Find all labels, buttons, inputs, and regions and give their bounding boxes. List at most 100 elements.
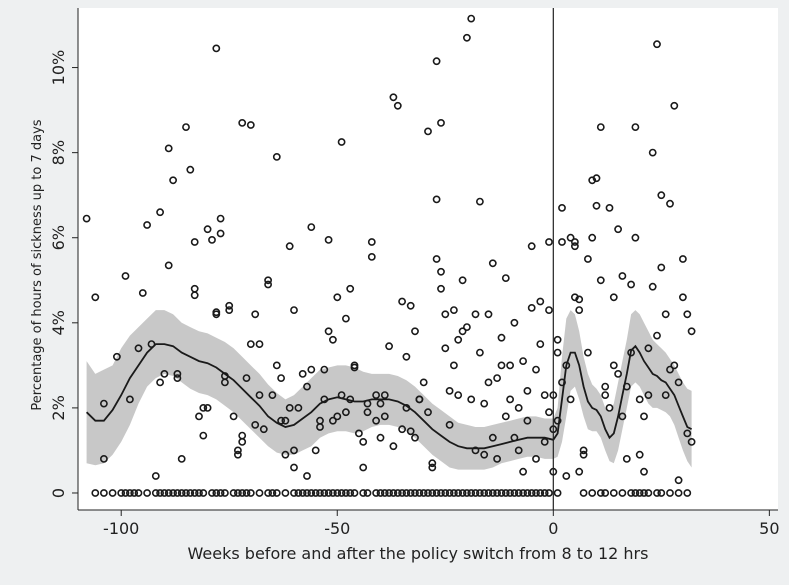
zero-point: [640, 489, 648, 497]
zero-point: [186, 489, 195, 497]
zero-point: [415, 489, 424, 497]
data-point: [290, 306, 298, 314]
data-point: [540, 391, 549, 399]
data-point: [657, 263, 666, 272]
zero-point: [290, 489, 298, 497]
data-point: [272, 361, 281, 370]
data-point: [475, 197, 484, 206]
zero-point: [385, 489, 393, 497]
data-point: [653, 40, 661, 49]
data-point: [661, 310, 670, 319]
data-point: [190, 291, 199, 300]
data-point: [506, 361, 514, 370]
data-point: [125, 395, 134, 404]
data-point: [501, 274, 510, 282]
data-point: [449, 306, 458, 314]
data-point: [324, 327, 333, 336]
zero-point: [389, 489, 398, 497]
data-point: [195, 412, 203, 421]
y-tick-label: 6%: [49, 225, 68, 250]
data-point: [406, 427, 415, 436]
data-point: [545, 238, 553, 246]
data-point: [571, 238, 579, 246]
data-point: [488, 259, 497, 268]
data-point: [350, 361, 359, 370]
data-point: [475, 348, 484, 357]
x-tick-label: -50: [324, 519, 350, 538]
data-point: [579, 450, 588, 459]
zero-point: [337, 489, 346, 497]
zero-point: [320, 489, 329, 497]
data-point: [359, 463, 368, 472]
data-point: [532, 454, 540, 463]
x-tick-label: -100: [103, 519, 139, 538]
data-point: [432, 195, 441, 204]
zero-point: [372, 489, 380, 497]
zero-point: [631, 489, 640, 497]
data-point: [462, 33, 471, 42]
data-point: [592, 201, 601, 210]
data-point: [285, 242, 294, 251]
data-point: [264, 280, 272, 289]
data-point: [255, 391, 264, 399]
zero-point: [449, 489, 458, 497]
data-point: [661, 391, 670, 399]
data-point: [411, 433, 419, 442]
zero-point: [346, 489, 355, 497]
data-point: [437, 267, 445, 276]
data-point: [367, 252, 376, 261]
zero-point: [497, 489, 506, 497]
data-point: [670, 101, 679, 110]
data-point: [648, 282, 657, 291]
data-point: [281, 450, 290, 459]
zero-point: [182, 489, 190, 497]
data-point: [584, 255, 592, 263]
zero-point: [484, 489, 493, 497]
data-point: [454, 335, 463, 344]
data-point: [462, 323, 471, 331]
zero-point: [402, 489, 411, 497]
data-point: [177, 454, 186, 463]
zero-point: [363, 489, 372, 497]
data-point: [428, 463, 437, 472]
zero-point: [454, 489, 463, 497]
zero-point: [246, 489, 255, 497]
data-point: [540, 437, 549, 446]
data-point: [411, 327, 419, 336]
data-point: [138, 289, 147, 297]
data-point: [437, 284, 445, 293]
data-point: [635, 395, 644, 404]
data-point: [246, 340, 255, 348]
zero-point: [398, 489, 406, 497]
data-point: [536, 297, 545, 306]
zero-point: [199, 489, 208, 497]
zero-point: [160, 489, 169, 497]
smooth-line-layer: [85, 343, 693, 450]
data-point: [376, 399, 385, 408]
zero-point: [311, 489, 320, 497]
data-point: [307, 365, 316, 374]
data-point: [199, 403, 208, 412]
data-point: [272, 152, 281, 161]
data-point: [484, 378, 493, 387]
zero-point: [618, 489, 627, 497]
data-point: [679, 255, 687, 263]
data-point: [328, 335, 337, 344]
data-point: [100, 454, 108, 463]
zero-point: [462, 489, 471, 497]
data-point: [497, 333, 506, 342]
data-point: [527, 242, 536, 251]
data-point: [687, 327, 696, 336]
data-point: [290, 446, 298, 455]
zero-point: [328, 489, 337, 497]
data-point: [488, 433, 497, 442]
data-point: [341, 408, 350, 417]
data-point: [545, 408, 553, 417]
data-point: [441, 310, 450, 319]
zero-point: [208, 489, 216, 497]
data-point: [121, 272, 130, 280]
data-point: [432, 255, 441, 263]
data-point: [225, 306, 234, 314]
data-point: [484, 310, 493, 319]
data-point: [635, 450, 644, 459]
